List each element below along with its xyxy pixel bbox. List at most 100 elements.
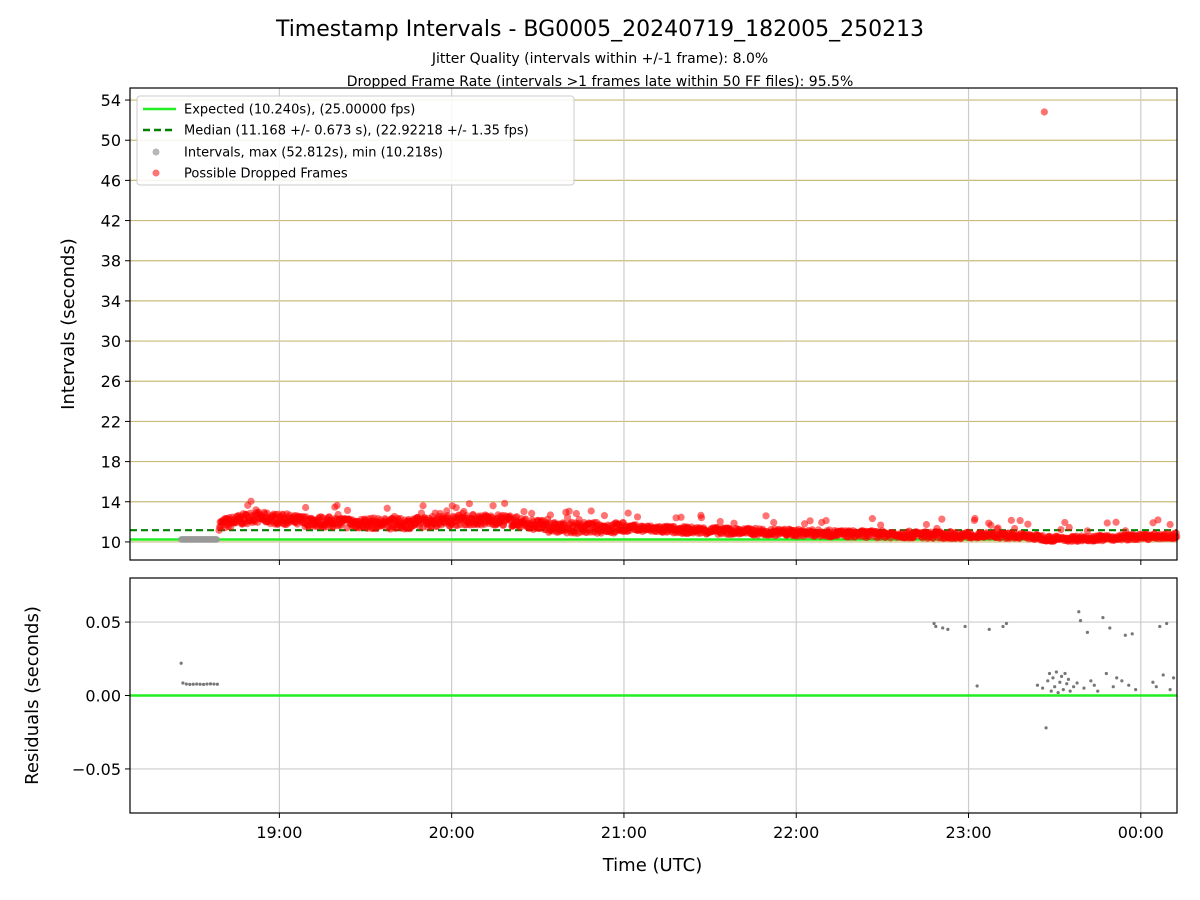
intervals-ytick-label: 18 xyxy=(101,453,121,472)
residual-point xyxy=(1046,679,1050,683)
residuals-panel: 0.05 0.00 −0.05 19:00 20:00 21:00 22:00 23:00 0… xyxy=(22,577,1178,876)
dropped-frame-point xyxy=(383,504,391,512)
intervals-ytick-label: 10 xyxy=(101,533,121,552)
dropped-frame-point xyxy=(1011,524,1019,533)
legend-intervals-label: Intervals, max (52.812s), min (10.218s) xyxy=(184,146,443,161)
intervals-x-ticks xyxy=(278,560,1142,565)
dropped-frame-point xyxy=(302,503,310,512)
legend-dropped-label: Possible Dropped Frames xyxy=(184,167,348,182)
dropped-frame-point xyxy=(452,504,460,512)
dropped-frame-point xyxy=(501,499,509,508)
dropped-frame-point xyxy=(1083,527,1092,535)
dropped-frame-point xyxy=(343,506,352,515)
dropped-frame-point xyxy=(587,507,595,515)
residual-point xyxy=(1035,683,1040,687)
residuals-ytick-label: 0.00 xyxy=(85,687,121,706)
dropped-frame-point xyxy=(677,513,685,521)
intervals-ytick-label: 14 xyxy=(101,493,121,512)
residual-point xyxy=(1123,633,1127,637)
residual-point xyxy=(1168,688,1172,692)
residual-point xyxy=(1161,673,1165,677)
legend-intervals-marker xyxy=(152,148,160,156)
dropped-frame-point xyxy=(938,515,946,523)
residual-point xyxy=(188,682,192,686)
x-axis-label: Time (UTC) xyxy=(602,855,703,876)
intervals-ytick-label: 34 xyxy=(101,292,121,311)
intervals-y-axis-label: Intervals (seconds) xyxy=(58,238,79,410)
dropped-frame-point xyxy=(565,507,573,515)
dropped-frame-point xyxy=(994,524,1002,532)
residual-point xyxy=(1085,630,1090,634)
residual-point xyxy=(201,682,206,686)
interval-point xyxy=(213,536,221,543)
residual-point xyxy=(1104,671,1108,676)
residual-point xyxy=(1120,679,1124,683)
residuals-ytick-label: 0.05 xyxy=(85,613,121,632)
residual-point xyxy=(1049,689,1053,693)
dropped-frame-point xyxy=(465,500,473,508)
intervals-ytick-label: 30 xyxy=(101,332,121,351)
legend-box xyxy=(136,95,575,186)
residual-point xyxy=(1051,676,1055,680)
x-tick-label: 19:00 xyxy=(256,823,302,842)
residual-point xyxy=(1054,670,1058,674)
residual-point xyxy=(195,682,199,686)
residual-point xyxy=(191,682,195,686)
residuals-ytick-label: −0.05 xyxy=(72,760,121,779)
residual-point xyxy=(1111,685,1115,689)
dropped-frame-point xyxy=(770,518,778,527)
residual-point xyxy=(934,624,938,629)
residual-point xyxy=(205,682,209,686)
residual-point xyxy=(1077,610,1081,614)
dropped-frame-point xyxy=(1112,518,1120,526)
residual-point xyxy=(1096,689,1100,693)
residual-point xyxy=(1151,680,1155,684)
intervals-panel: 10 14 18 22 26 30 34 38 42 46 50 54 Intervals (seco… xyxy=(58,87,1181,565)
residual-point xyxy=(1115,676,1119,680)
dropped-frame-point xyxy=(1007,516,1015,524)
dropped-frame-point xyxy=(1166,520,1174,529)
residual-point xyxy=(1127,683,1131,687)
residual-point xyxy=(1065,682,1069,686)
dropped-frame-point xyxy=(572,509,580,518)
dropped-frame-point xyxy=(600,512,609,520)
residual-point xyxy=(1044,726,1048,730)
dropped-frame-point xyxy=(822,517,830,525)
dropped-frame-point xyxy=(1024,520,1032,528)
dropped-frame-point xyxy=(333,501,341,510)
residuals-y-ticks: 0.05 0.00 −0.05 xyxy=(72,613,130,779)
dropped-frame-point xyxy=(624,509,632,517)
intervals-ytick-label: 26 xyxy=(101,372,121,391)
residual-point xyxy=(1101,616,1105,620)
dropped-frame-point xyxy=(546,511,555,519)
residual-point xyxy=(1089,679,1093,683)
dropped-frame-point xyxy=(806,517,814,525)
dropped-frame-point xyxy=(528,509,536,518)
residual-point xyxy=(975,684,979,688)
residual-point xyxy=(1075,681,1079,685)
dropped-frame-point xyxy=(971,514,979,523)
dropped-frame-point xyxy=(1057,525,1065,534)
residual-point xyxy=(212,682,216,686)
dropped-frame-point xyxy=(1065,523,1073,532)
residual-point xyxy=(208,682,213,686)
intervals-ytick-label: 22 xyxy=(101,412,121,431)
residual-point xyxy=(1078,618,1083,623)
dropped-frame-point xyxy=(716,517,724,526)
dropped-frame-max-point xyxy=(1040,108,1048,116)
intervals-y-ticks: 10 14 18 22 26 30 34 38 42 46 50 54 xyxy=(101,91,130,552)
residual-point xyxy=(946,627,950,632)
residual-point xyxy=(1134,688,1138,692)
dropped-frame-point xyxy=(1103,519,1111,527)
residual-point xyxy=(1053,685,1057,689)
residual-point xyxy=(1082,686,1086,690)
dropped-frame-point xyxy=(1016,516,1024,525)
x-tick-label: 20:00 xyxy=(429,823,475,842)
residual-point xyxy=(1058,680,1062,684)
x-tick-label: 23:00 xyxy=(945,823,991,842)
residual-point xyxy=(1001,624,1005,629)
intervals-ytick-label: 50 xyxy=(101,131,121,150)
residual-point xyxy=(1063,671,1067,676)
residual-point xyxy=(1066,677,1071,681)
